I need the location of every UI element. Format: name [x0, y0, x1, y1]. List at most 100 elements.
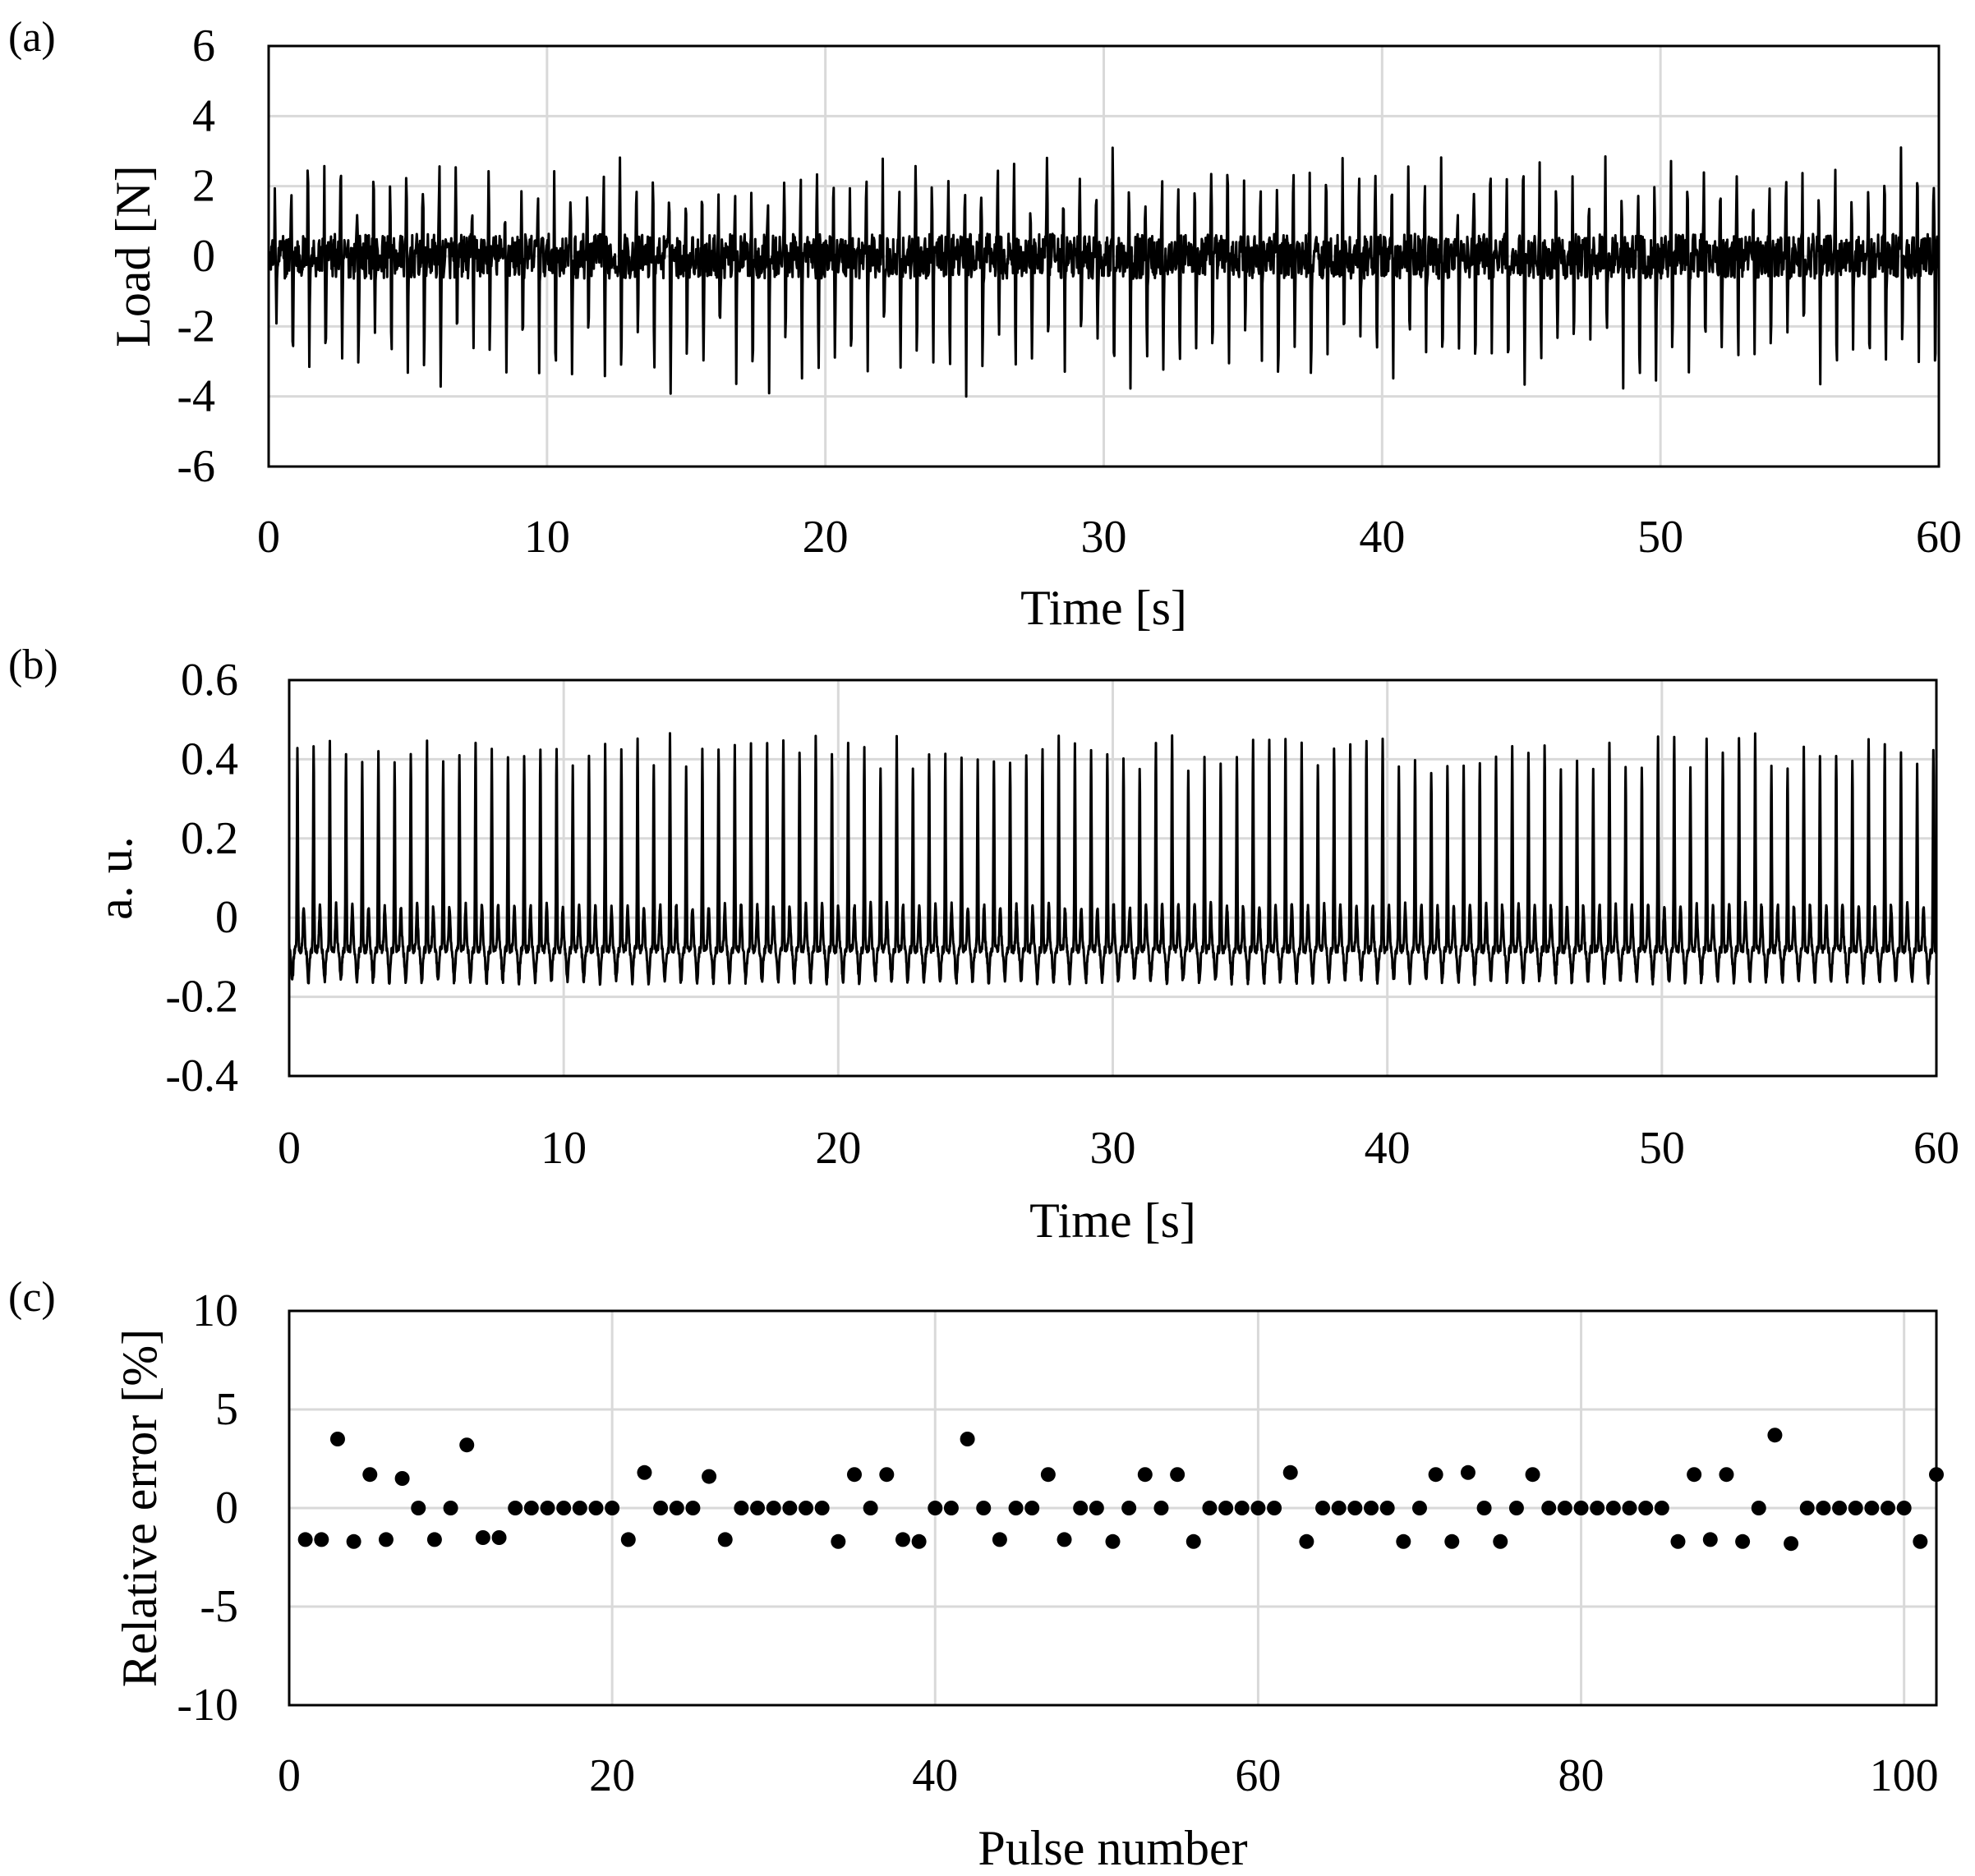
- data-point: [1396, 1533, 1411, 1549]
- data-point: [1702, 1532, 1718, 1547]
- data-point: [685, 1501, 701, 1515]
- panel-c-plot-area: [288, 1309, 1938, 1707]
- data-point: [1799, 1501, 1815, 1515]
- series-line: [267, 146, 1940, 398]
- panel-c-x-ticks: 0 20 40 60 80 100: [278, 1750, 1939, 1801]
- y-tick-label: 10: [192, 1285, 238, 1336]
- data-point: [1024, 1501, 1040, 1515]
- data-point: [459, 1437, 475, 1453]
- data-point: [976, 1501, 992, 1515]
- y-tick-label: -2: [177, 301, 215, 352]
- x-tick-label: 60: [1916, 512, 1962, 563]
- data-point: [1864, 1501, 1880, 1515]
- panel-a-series: [267, 146, 1940, 398]
- data-point: [540, 1501, 555, 1515]
- data-point: [1250, 1501, 1266, 1515]
- y-tick-label: 0: [215, 1483, 238, 1533]
- y-tick-label: 0: [192, 231, 215, 282]
- x-tick-label: 40: [912, 1750, 958, 1801]
- data-point: [1299, 1533, 1314, 1549]
- y-tick-label: -0.2: [165, 972, 238, 1023]
- data-point: [1364, 1501, 1379, 1515]
- data-point: [992, 1532, 1007, 1547]
- y-tick-label: 0.6: [181, 655, 238, 706]
- data-point: [1913, 1533, 1928, 1549]
- data-point: [1525, 1467, 1540, 1483]
- data-point: [1896, 1501, 1912, 1515]
- data-point: [426, 1532, 442, 1547]
- data-point: [1832, 1501, 1848, 1515]
- data-point: [895, 1532, 910, 1547]
- data-point: [1719, 1467, 1734, 1483]
- data-point: [1816, 1501, 1831, 1515]
- data-point: [1622, 1501, 1637, 1515]
- data-point: [863, 1501, 878, 1515]
- panel-c-series: [297, 1428, 1944, 1552]
- data-point: [491, 1530, 507, 1545]
- panel-b-grid: [289, 680, 1936, 1076]
- panel-b-plot-area: [288, 678, 1938, 1078]
- data-point: [1508, 1501, 1524, 1515]
- data-point: [1089, 1501, 1104, 1515]
- data-point: [572, 1501, 587, 1515]
- data-point: [1654, 1501, 1669, 1515]
- data-point: [1638, 1501, 1654, 1515]
- data-point: [556, 1501, 572, 1515]
- data-point: [1218, 1501, 1234, 1515]
- x-tick-label: 50: [1637, 512, 1683, 563]
- x-tick-label: 80: [1558, 1750, 1604, 1801]
- data-point: [297, 1532, 313, 1547]
- y-tick-label: -4: [177, 371, 215, 422]
- data-point: [508, 1501, 523, 1515]
- data-point: [782, 1501, 798, 1515]
- data-point: [960, 1432, 975, 1446]
- data-point: [620, 1532, 636, 1547]
- data-point: [1590, 1501, 1605, 1515]
- data-point: [911, 1533, 927, 1549]
- x-tick-label: 30: [1081, 512, 1127, 563]
- data-point: [1137, 1467, 1153, 1483]
- x-tick-label: 40: [1359, 512, 1405, 563]
- data-point: [1848, 1501, 1863, 1515]
- x-tick-label: 60: [1913, 1123, 1959, 1174]
- data-point: [653, 1501, 669, 1515]
- data-point: [831, 1533, 846, 1549]
- data-point: [799, 1501, 814, 1515]
- data-point: [605, 1501, 620, 1515]
- panel-b-x-axis-title: Time [s]: [1029, 1193, 1196, 1248]
- panel-b-y-ticks: 0.6 0.4 0.2 0 -0.2 -0.4: [165, 655, 238, 1101]
- data-point: [702, 1469, 717, 1484]
- data-point: [329, 1432, 345, 1446]
- y-tick-label: 2: [192, 161, 215, 212]
- x-tick-label: 0: [278, 1750, 301, 1801]
- data-point: [1881, 1501, 1896, 1515]
- data-point: [1476, 1501, 1492, 1515]
- data-point: [1315, 1501, 1331, 1515]
- data-point: [394, 1471, 410, 1486]
- data-point: [1170, 1467, 1185, 1483]
- data-point: [1751, 1501, 1766, 1515]
- data-point: [1185, 1533, 1201, 1549]
- panel-b-series: [288, 732, 1938, 986]
- data-point: [378, 1532, 394, 1547]
- data-point: [637, 1464, 652, 1480]
- data-point: [475, 1530, 490, 1545]
- data-point: [1347, 1501, 1363, 1515]
- data-point: [1541, 1501, 1557, 1515]
- data-point: [928, 1501, 943, 1515]
- data-point: [1267, 1501, 1282, 1515]
- data-point: [411, 1501, 426, 1515]
- data-point: [1331, 1501, 1347, 1515]
- y-tick-label: -6: [177, 441, 215, 492]
- data-point: [1040, 1467, 1056, 1483]
- y-tick-label: 4: [192, 90, 215, 141]
- data-point: [1008, 1501, 1024, 1515]
- data-point: [1282, 1464, 1298, 1480]
- panel-c-x-axis-title: Pulse number: [978, 1821, 1247, 1875]
- panel-b-y-axis-title: a. u.: [88, 836, 142, 920]
- x-tick-label: 0: [257, 512, 280, 563]
- data-point: [766, 1501, 781, 1515]
- y-tick-label: -5: [200, 1581, 238, 1632]
